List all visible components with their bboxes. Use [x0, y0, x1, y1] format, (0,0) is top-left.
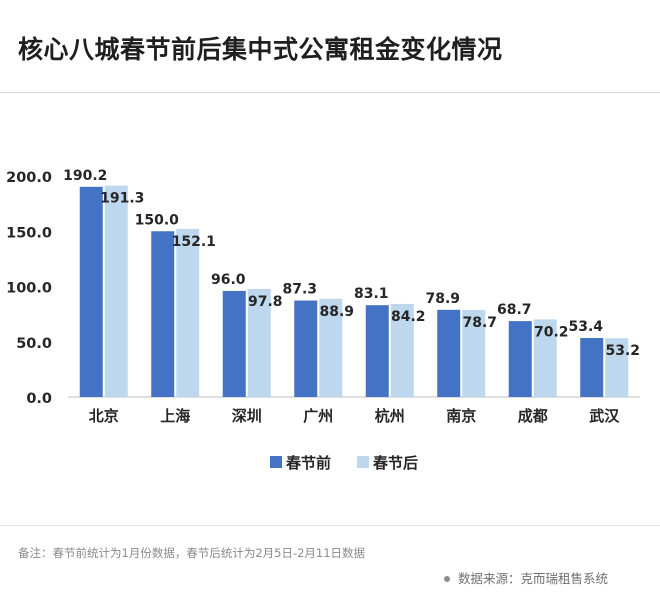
- bar-after: [533, 319, 557, 397]
- x-tick-label: 成都: [518, 407, 548, 425]
- x-tick-label: 上海: [160, 407, 190, 425]
- data-label: 150.0: [135, 212, 180, 228]
- y-tick-label: 100.0: [6, 281, 52, 297]
- bar-after: [605, 338, 629, 397]
- legend-label: 春节后: [373, 454, 418, 472]
- data-label: 70.2: [534, 324, 569, 340]
- bar-before: [79, 186, 103, 397]
- data-label: 53.2: [605, 343, 640, 359]
- data-source: 数据来源：克而瑞租售系统: [444, 568, 608, 587]
- bar-after: [176, 228, 200, 397]
- legend-swatch: [270, 456, 282, 468]
- data-label: 78.7: [462, 315, 497, 331]
- data-label: 88.9: [319, 304, 354, 320]
- x-tick-label: 武汉: [589, 407, 620, 425]
- x-tick-label: 杭州: [375, 407, 405, 425]
- x-tick-label: 深圳: [232, 407, 262, 425]
- data-label: 78.9: [425, 291, 460, 307]
- title-divider: [0, 92, 660, 93]
- data-label: 84.2: [391, 309, 426, 325]
- data-label: 53.4: [568, 319, 603, 335]
- bar-before: [222, 290, 246, 397]
- bar-after: [319, 298, 343, 397]
- bar-chart: 0.0 50.0 100.0 150.0 200.0 190.2 191.3 北京 150.0 1…: [6, 168, 640, 472]
- bar-after: [247, 288, 271, 397]
- data-label: 191.3: [100, 191, 144, 207]
- data-label: 96.0: [211, 272, 246, 288]
- bar-before: [437, 309, 461, 397]
- bar-after: [104, 185, 128, 397]
- chart-title: 核心八城春节前后集中式公寓租金变化情况: [18, 35, 503, 64]
- bar-after: [462, 310, 486, 397]
- bar-before: [151, 231, 175, 397]
- x-tick-label: 北京: [89, 407, 119, 425]
- y-tick-label: 200.0: [6, 170, 52, 186]
- x-tick-label: 南京: [446, 407, 476, 425]
- data-label: 190.2: [63, 168, 107, 184]
- bar-before: [294, 300, 318, 397]
- footer-divider: [0, 525, 660, 526]
- footnote: 备注：春节前统计为1月份数据，春节后统计为2月5日-2月11日数据: [18, 546, 366, 560]
- legend-label: 春节前: [286, 454, 331, 472]
- data-label: 68.7: [497, 302, 532, 318]
- y-tick-label: 0.0: [26, 391, 52, 407]
- bullet-icon: [444, 575, 450, 582]
- y-tick-label: 50.0: [16, 336, 52, 352]
- bar-before: [365, 305, 389, 397]
- bar-before: [508, 321, 532, 397]
- x-tick-label: 广州: [303, 407, 333, 425]
- data-label: 97.8: [248, 294, 283, 310]
- bar-before: [580, 337, 604, 397]
- data-label: 87.3: [282, 282, 317, 298]
- data-source-text: 数据来源：克而瑞租售系统: [458, 571, 609, 586]
- data-label: 83.1: [354, 286, 389, 302]
- legend-swatch: [357, 456, 369, 468]
- bar-after: [390, 303, 414, 397]
- data-label: 152.1: [172, 234, 216, 250]
- y-tick-label: 150.0: [6, 225, 52, 241]
